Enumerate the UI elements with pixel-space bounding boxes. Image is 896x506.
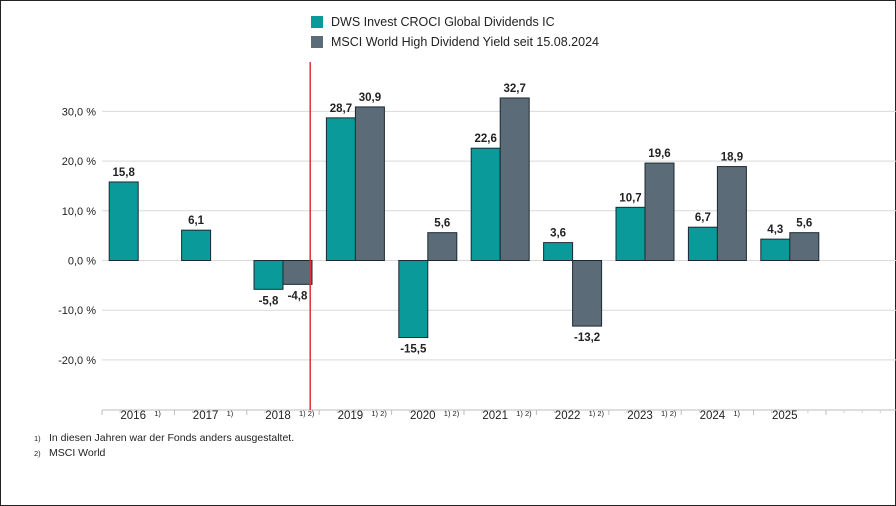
data-label-fund: 6,7 [695,212,711,224]
bar-index [354,106,385,261]
x-tick-label: 2023 [627,410,653,422]
bar-index [644,162,675,261]
x-tick-footnote: 1) [227,409,234,418]
bar-index [282,260,313,285]
y-tick-label: 30,0 % [62,106,96,118]
legend-swatch-fund [311,16,323,28]
footnote-2-mark: 2) [34,449,41,458]
data-label-fund: 22,6 [475,133,497,145]
bar-index [716,166,747,261]
y-tick-label: -20,0 % [58,355,96,367]
y-tick-label: 0,0 % [68,256,96,268]
legend-item-fund: DWS Invest CROCI Global Dividends IC [311,12,599,32]
x-tick-label: 2019 [338,410,364,422]
footnote-1-text: In diesen Jahren war der Fonds anders au… [49,432,295,444]
data-label-index: -13,2 [574,332,600,344]
legend-label-fund: DWS Invest CROCI Global Dividends IC [331,15,555,29]
bar-fund [253,260,284,290]
x-tick-label: 2022 [555,410,581,422]
footnote-2-text: MSCI World [49,447,106,459]
data-label-fund: -5,8 [259,295,279,307]
footnotes: 1) In diesen Jahren war der Fonds anders… [34,431,294,461]
x-tick-label: 2025 [772,410,798,422]
x-tick-footnote: 1) 2) [444,409,460,418]
data-label-fund: 3,6 [550,228,566,240]
data-label-index: 30,9 [359,92,381,104]
data-label-index: 5,6 [796,218,812,230]
bar-fund [181,229,212,261]
data-label-fund: 28,7 [330,103,352,115]
data-label-index: 5,6 [434,218,450,230]
x-tick-footnote: 1) 2) [516,409,532,418]
x-tick-label: 2018 [265,410,291,422]
data-label-fund: 4,3 [767,224,783,236]
data-label-fund: 6,1 [188,215,205,227]
y-tick-label: -10,0 % [58,305,96,317]
bar-fund [687,226,718,262]
bar-fund [543,242,574,262]
data-label-index: -4,8 [288,290,308,302]
x-tick-footnote: 1) 2) [371,409,387,418]
data-label-index: 18,9 [721,152,743,164]
bar-fund [108,181,139,261]
bar-fund [760,238,791,261]
y-tick-label: 20,0 % [62,156,96,168]
footnote-1: 1) In diesen Jahren war der Fonds anders… [34,431,294,446]
footnote-1-mark: 1) [34,434,41,443]
bar-fund [325,117,356,262]
x-tick-label: 2017 [193,410,219,422]
bar-chart: -20,0 % -10,0 % 0,0 % 10,0 % 20,0 % 30,0 % 15,… [58,62,896,422]
data-label-fund: 10,7 [619,192,641,204]
bar-fund [398,260,429,339]
x-tick-footnote: 1) [733,409,740,418]
data-label-index: 32,7 [504,83,526,95]
bar-index [427,232,458,261]
legend-item-index: MSCI World High Dividend Yield seit 15.0… [311,32,599,52]
y-tick-label: 10,0 % [62,206,96,218]
bar-fund [470,147,501,261]
data-label-fund: 15,8 [113,167,136,179]
x-tick-footnote: 1) 2) [299,409,315,418]
x-tick-label: 2021 [482,410,508,422]
bar-index [789,232,820,261]
chart-legend: DWS Invest CROCI Global Dividends IC MSC… [311,12,599,52]
legend-label-index: MSCI World High Dividend Yield seit 15.0… [331,35,599,49]
legend-swatch-index [311,36,323,48]
bar-index [499,97,530,261]
x-tick-footnote: 1) 2) [589,409,605,418]
x-tick-label: 2020 [410,410,436,422]
x-tick-label: 2024 [700,410,726,422]
bar-index [572,260,603,327]
x-tick-footnote: 1) [154,409,161,418]
data-label-index: 19,6 [648,148,670,160]
footnote-2: 2) MSCI World [34,446,294,461]
x-tick-label: 2016 [120,410,146,422]
bar-fund [615,206,646,261]
x-tick-footnote: 1) 2) [661,409,677,418]
data-label-fund: -15,5 [400,344,427,356]
